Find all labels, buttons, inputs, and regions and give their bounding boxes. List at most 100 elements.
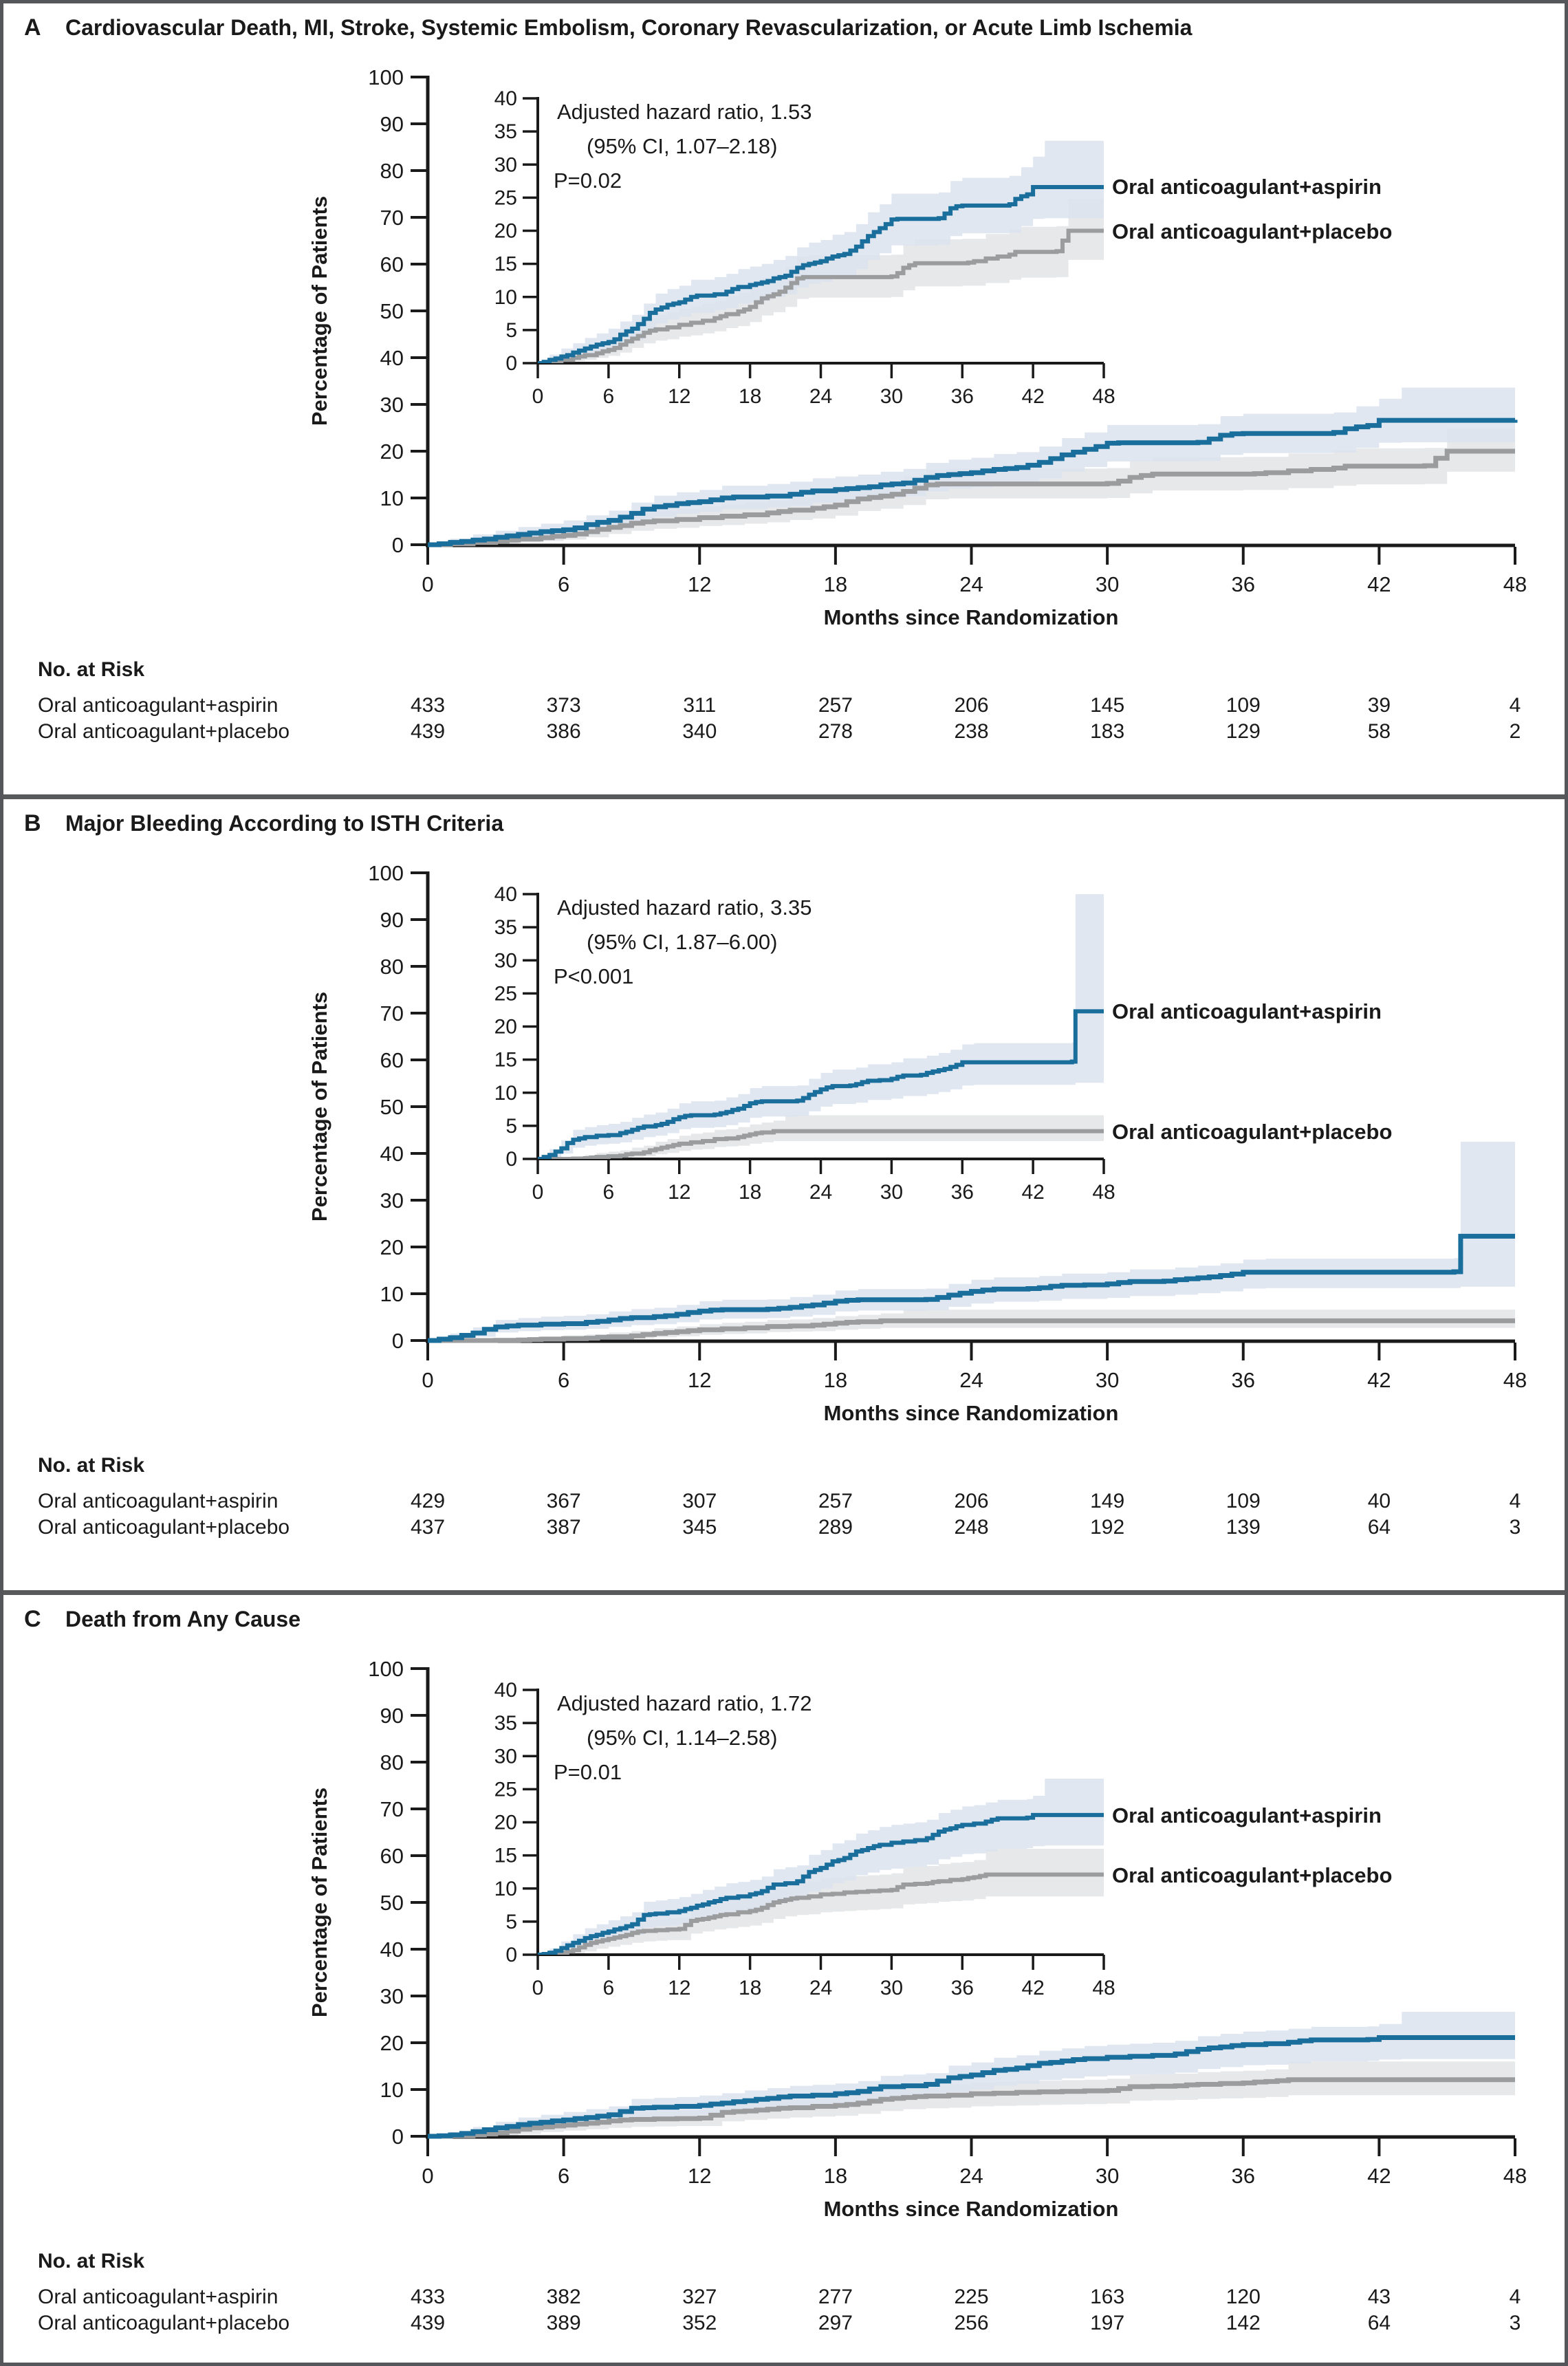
legend-label-placebo: Oral anticoagulant+placebo bbox=[1112, 1120, 1392, 1144]
hazard-ratio-line3: P=0.02 bbox=[554, 169, 622, 193]
main-x-tick-label: 48 bbox=[1503, 2164, 1527, 2188]
risk-value: 192 bbox=[1090, 1516, 1124, 1539]
main-y-tick-label: 40 bbox=[380, 1142, 404, 1166]
risk-value: 433 bbox=[411, 694, 445, 717]
inset-y-tick-label: 30 bbox=[494, 1745, 517, 1768]
inset-x-tick-label: 30 bbox=[880, 1181, 903, 1204]
risk-value: 367 bbox=[547, 1490, 581, 1512]
inset-x-tick-label: 6 bbox=[603, 1181, 615, 1204]
inset-x-tick-label: 18 bbox=[739, 1977, 761, 1999]
inset-x-tick-label: 30 bbox=[880, 1977, 903, 1999]
risk-value: 64 bbox=[1368, 2312, 1391, 2334]
main-x-tick-label: 24 bbox=[959, 1368, 983, 1392]
main-x-tick-label: 42 bbox=[1367, 1368, 1391, 1392]
risk-value: 340 bbox=[682, 720, 717, 743]
main-x-tick-label: 30 bbox=[1096, 572, 1119, 596]
y-axis-title: Percentage of Patients bbox=[307, 992, 331, 1222]
y-axis-title: Percentage of Patients bbox=[307, 196, 331, 426]
inset-y-tick-label: 20 bbox=[494, 1812, 517, 1834]
legend-label-aspirin: Oral anticoagulant+aspirin bbox=[1112, 1803, 1382, 1827]
inset-y-tick-label: 20 bbox=[494, 220, 517, 243]
legend-label-placebo: Oral anticoagulant+placebo bbox=[1112, 219, 1392, 243]
hazard-ratio-line1: Adjusted hazard ratio, 1.53 bbox=[557, 100, 812, 124]
main-y-tick-label: 20 bbox=[380, 2031, 404, 2055]
risk-value: 206 bbox=[954, 1490, 988, 1512]
inset-y-tick-label: 35 bbox=[494, 1712, 517, 1735]
inset-x-tick-label: 6 bbox=[603, 385, 615, 408]
main-x-tick-label: 42 bbox=[1367, 2164, 1391, 2188]
inset-x-tick-label: 36 bbox=[951, 1977, 974, 1999]
inset-x-tick-label: 18 bbox=[739, 1181, 761, 1204]
risk-value: 4 bbox=[1510, 1490, 1521, 1512]
main-y-tick-label: 90 bbox=[380, 112, 404, 136]
main-x-tick-label: 6 bbox=[558, 2164, 569, 2188]
inset-x-tick-label: 0 bbox=[532, 1181, 544, 1204]
risk-value: 389 bbox=[547, 2312, 581, 2334]
main-y-tick-label: 80 bbox=[380, 955, 404, 979]
main-x-tick-label: 30 bbox=[1096, 2164, 1119, 2188]
main-y-tick-label: 60 bbox=[380, 252, 404, 276]
risk-value: 373 bbox=[547, 694, 581, 717]
risk-value: 225 bbox=[954, 2286, 988, 2308]
inset-x-tick-label: 42 bbox=[1021, 1977, 1044, 1999]
risk-value: 139 bbox=[1226, 1516, 1261, 1539]
risk-value: 311 bbox=[683, 694, 716, 717]
inset-x-tick-label: 48 bbox=[1092, 385, 1115, 408]
inset-x-tick-label: 6 bbox=[603, 1977, 615, 1999]
panel-b-chart: B Major Bleeding According to ISTH Crite… bbox=[24, 810, 1527, 1539]
risk-value: 439 bbox=[411, 2312, 445, 2334]
risk-value: 4 bbox=[1510, 694, 1521, 717]
inset-x-tick-label: 18 bbox=[739, 385, 761, 408]
inset-y-tick-label: 30 bbox=[494, 949, 517, 972]
risk-value: 149 bbox=[1090, 1490, 1124, 1512]
main-y-tick-label: 40 bbox=[380, 1938, 404, 1962]
inset-y-tick-label: 15 bbox=[494, 1845, 517, 1867]
main-y-tick-label: 50 bbox=[380, 1095, 404, 1119]
risk-value: 197 bbox=[1090, 2312, 1124, 2334]
placebo-inset-curve bbox=[538, 1129, 1104, 1159]
main-x-tick-label: 6 bbox=[558, 1368, 569, 1392]
main-y-tick-label: 10 bbox=[380, 486, 404, 510]
main-x-tick-label: 12 bbox=[688, 2164, 711, 2188]
inset-y-tick-label: 25 bbox=[494, 982, 517, 1005]
risk-value: 64 bbox=[1368, 1516, 1391, 1539]
hazard-ratio-line3: P=0.01 bbox=[554, 1760, 622, 1784]
main-x-tick-label: 48 bbox=[1503, 572, 1527, 596]
inset-y-tick-label: 25 bbox=[494, 1778, 517, 1801]
hazard-ratio-line1: Adjusted hazard ratio, 1.72 bbox=[557, 1691, 812, 1715]
main-y-tick-label: 30 bbox=[380, 1984, 404, 2008]
risk-value: 183 bbox=[1090, 720, 1124, 743]
main-x-tick-label: 36 bbox=[1232, 572, 1255, 596]
legend-label-aspirin: Oral anticoagulant+aspirin bbox=[1112, 175, 1382, 199]
y-axis-title: Percentage of Patients bbox=[307, 1788, 331, 2017]
risk-value: 163 bbox=[1090, 2286, 1124, 2308]
main-y-tick-label: 10 bbox=[380, 2078, 404, 2102]
panel-b: B Major Bleeding According to ISTH Crite… bbox=[3, 799, 1565, 1590]
x-axis-title: Months since Randomization bbox=[824, 605, 1119, 629]
risk-table-header: No. at Risk bbox=[38, 658, 144, 681]
main-y-tick-label: 80 bbox=[380, 159, 404, 183]
placebo-curve bbox=[428, 448, 1515, 547]
aspirin-curve bbox=[428, 2035, 1515, 2139]
risk-value: 109 bbox=[1226, 1490, 1261, 1512]
main-y-tick-label: 10 bbox=[380, 1282, 404, 1306]
risk-value: 297 bbox=[818, 2312, 853, 2334]
panel-title: Death from Any Cause bbox=[65, 1607, 301, 1631]
main-y-tick-label: 60 bbox=[380, 1048, 404, 1072]
risk-value: 129 bbox=[1226, 720, 1261, 743]
risk-value: 256 bbox=[954, 2312, 988, 2334]
risk-value: 278 bbox=[818, 720, 853, 743]
main-x-tick-label: 6 bbox=[558, 572, 569, 596]
inset-y-tick-label: 0 bbox=[505, 1148, 517, 1171]
inset-y-tick-label: 40 bbox=[494, 87, 517, 110]
aspirin-inset-curve bbox=[538, 1009, 1104, 1159]
main-x-tick-label: 24 bbox=[959, 572, 983, 596]
main-y-tick-label: 50 bbox=[380, 1891, 404, 1915]
main-x-tick-label: 12 bbox=[688, 1368, 711, 1392]
aspirin-inset-curve bbox=[538, 1812, 1104, 1955]
main-y-tick-label: 0 bbox=[392, 533, 404, 557]
inset-y-tick-label: 25 bbox=[494, 186, 517, 209]
inset-y-tick-label: 0 bbox=[505, 1944, 517, 1966]
risk-value: 4 bbox=[1510, 2286, 1521, 2308]
